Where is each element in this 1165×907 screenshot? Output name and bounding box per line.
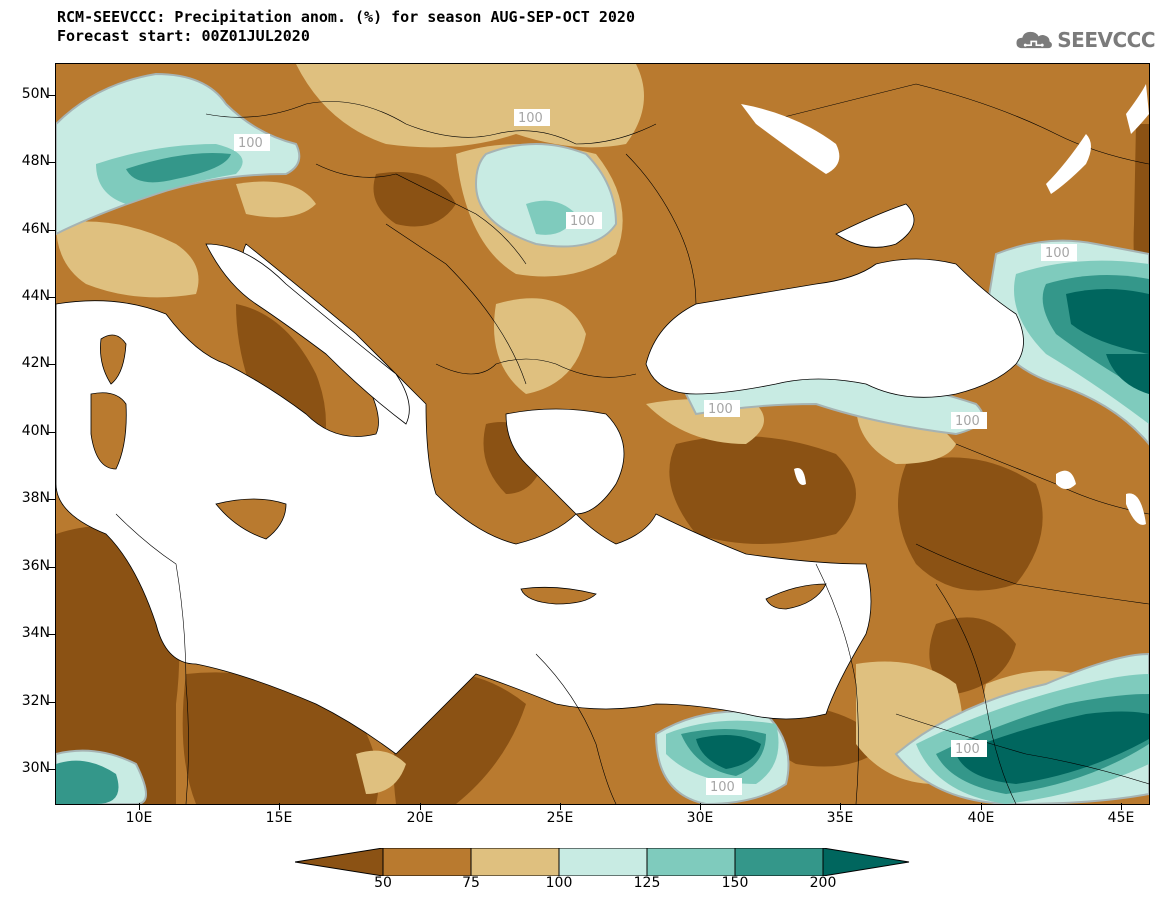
aegean-sea — [505, 408, 625, 515]
forecast-start: Forecast start: 00Z01JUL2020 — [57, 27, 310, 45]
colorbar-segment-50-75 — [382, 848, 472, 876]
colorbar-label-125: 125 — [633, 875, 661, 891]
lon-label-30e: 30E — [686, 810, 714, 826]
contour-label-100: 100 — [710, 780, 735, 795]
seevccc-logo: SEEVCCC — [1015, 20, 1155, 60]
contour-label-100: 100 — [955, 414, 980, 429]
contour-label-100: 100 — [238, 136, 263, 151]
lat-tick — [48, 297, 55, 298]
lat-label-42n: 42N — [21, 355, 50, 371]
contour-label-100: 100 — [955, 742, 980, 757]
lakes-reservoirs — [741, 84, 1149, 525]
lat-label-44n: 44N — [21, 288, 50, 304]
lat-tick — [48, 702, 55, 703]
colorbar-label-50: 50 — [374, 875, 392, 891]
lon-label-20e: 20E — [406, 810, 434, 826]
colorbar-label-150: 150 — [721, 875, 749, 891]
precipitation-anomaly-map: 100 100 100 100 100 100 100 100 — [55, 63, 1150, 805]
lat-label-40n: 40N — [21, 423, 50, 439]
lon-label-10e: 10E — [125, 810, 153, 826]
cloud-icon — [1016, 31, 1052, 49]
lat-label-48n: 48N — [21, 153, 50, 169]
colorbar-label-75: 75 — [462, 875, 480, 891]
contour-label-100: 100 — [708, 402, 733, 417]
lon-tick — [560, 803, 561, 810]
colorbar-label-200: 200 — [809, 875, 837, 891]
lat-label-50n: 50N — [21, 86, 50, 102]
lat-tick — [48, 432, 55, 433]
lat-label-36n: 36N — [21, 558, 50, 574]
logo-text: SEEVCCC — [1057, 28, 1155, 52]
lat-label-38n: 38N — [21, 490, 50, 506]
cyprus-island — [765, 583, 827, 610]
islands — [90, 334, 827, 610]
lon-tick — [981, 803, 982, 810]
lon-label-35e: 35E — [826, 810, 854, 826]
colorbar-segment-150-200 — [734, 848, 824, 876]
adriatic-sea — [205, 243, 410, 425]
lat-tick — [48, 230, 55, 231]
colorbar-label-100: 100 — [545, 875, 573, 891]
lat-label-34n: 34N — [21, 625, 50, 641]
lat-tick — [48, 162, 55, 163]
lon-label-25e: 25E — [546, 810, 574, 826]
lat-tick — [48, 567, 55, 568]
sardinia-island — [90, 392, 127, 470]
lon-label-40e: 40E — [967, 810, 995, 826]
colorbar-segment-125-150 — [646, 848, 736, 876]
lat-tick — [48, 499, 55, 500]
map-title: RCM-SEEVCCC: Precipitation anom. (%) for… — [57, 8, 635, 26]
colorbar-segment-below-50 — [295, 848, 384, 876]
above-200-regions — [696, 289, 1149, 784]
lon-label-45e: 45E — [1107, 810, 1135, 826]
lat-tick — [48, 634, 55, 635]
lat-tick — [48, 769, 55, 770]
contour-labels: 100 100 100 100 100 100 100 100 — [234, 109, 1077, 795]
sicily-island — [215, 498, 287, 540]
lat-label-30n: 30N — [21, 760, 50, 776]
sea-of-azov — [835, 203, 915, 248]
colorbar-segment-above-200 — [822, 848, 910, 876]
lon-tick — [700, 803, 701, 810]
contour-label-100: 100 — [1045, 246, 1070, 261]
crete-island — [520, 586, 597, 605]
lon-tick — [840, 803, 841, 810]
colorbar-segment-100-125 — [558, 848, 648, 876]
lat-tick — [48, 95, 55, 96]
map-title-block: RCM-SEEVCCC: Precipitation anom. (%) for… — [57, 8, 635, 46]
lat-label-46n: 46N — [21, 221, 50, 237]
lon-tick — [139, 803, 140, 810]
contour-label-100: 100 — [570, 214, 595, 229]
lon-label-15e: 15E — [265, 810, 293, 826]
contour-label-100: 100 — [518, 111, 543, 126]
lon-tick — [1121, 803, 1122, 810]
colorbar-segment-75-100 — [470, 848, 560, 876]
lon-tick — [420, 803, 421, 810]
black-sea — [645, 258, 1024, 398]
lon-tick — [279, 803, 280, 810]
lat-tick — [48, 364, 55, 365]
corsica-island — [100, 334, 127, 385]
lat-label-32n: 32N — [21, 693, 50, 709]
colorbar — [295, 848, 910, 876]
sea-areas — [56, 203, 1024, 755]
